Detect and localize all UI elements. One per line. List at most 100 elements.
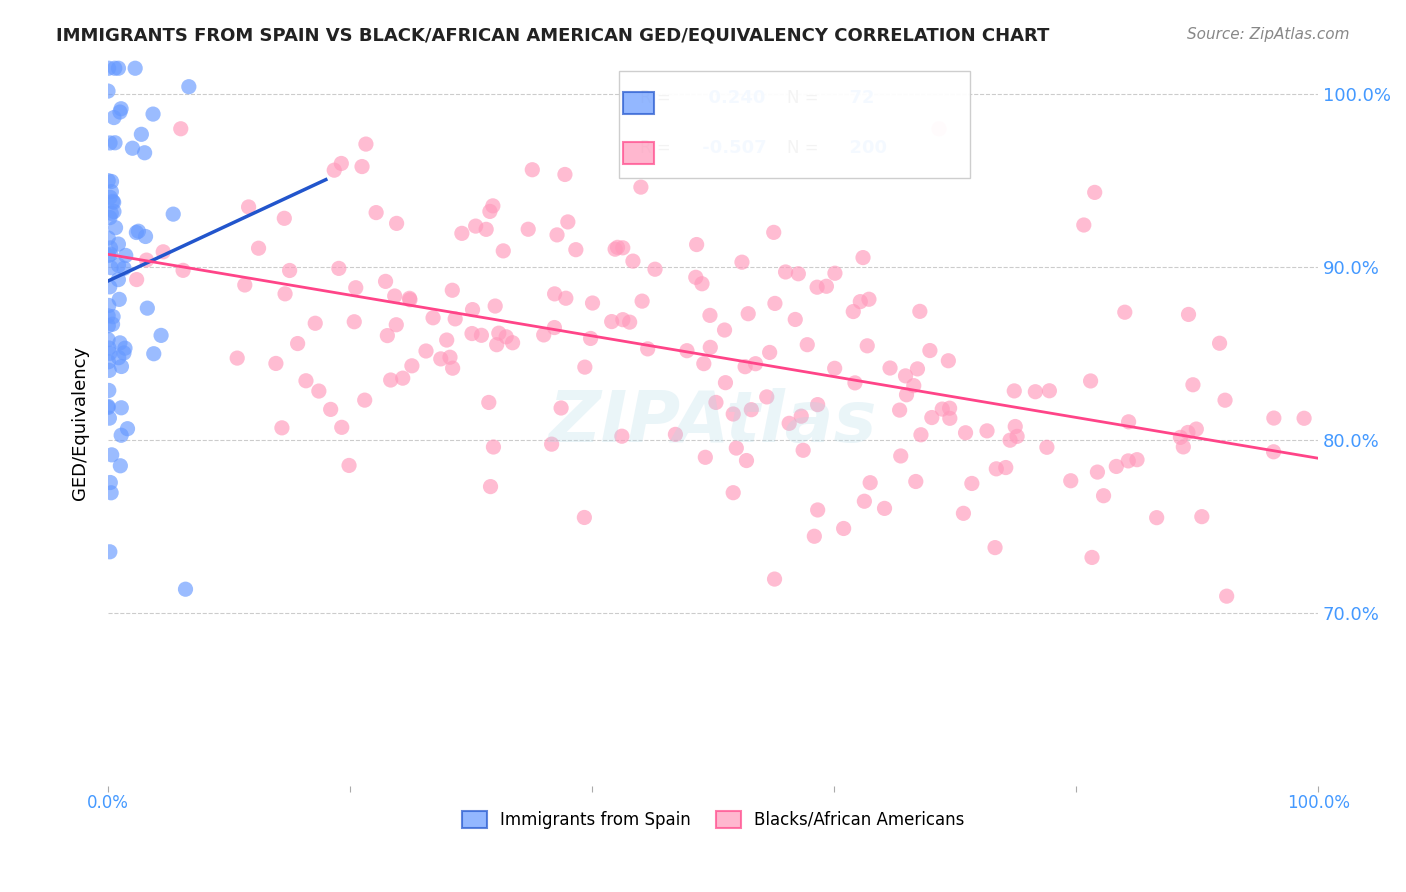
Point: [735, 453, 758, 467]
Point: [763, 572, 786, 586]
Point: [478, 395, 501, 409]
Point: [330, 420, 353, 434]
Point: [344, 281, 367, 295]
Point: [664, 427, 686, 442]
Point: [744, 357, 766, 371]
Point: [955, 425, 977, 440]
Point: [787, 267, 810, 281]
Point: [328, 261, 350, 276]
Point: [98, 545, 121, 559]
Point: [97, 399, 120, 413]
Text: R =: R =: [640, 139, 671, 157]
Text: N =: N =: [787, 139, 818, 157]
Point: [274, 286, 297, 301]
Point: [97, 174, 120, 188]
Point: [858, 292, 880, 306]
Point: [142, 107, 165, 121]
Point: [97, 298, 120, 312]
Text: IMMIGRANTS FROM SPAIN VS BLACK/AFRICAN AMERICAN GED/EQUIVALENCY CORRELATION CHAR: IMMIGRANTS FROM SPAIN VS BLACK/AFRICAN A…: [56, 27, 1050, 45]
Point: [100, 260, 122, 275]
Point: [778, 417, 800, 431]
Point: [354, 137, 377, 152]
Point: [177, 79, 200, 94]
Point: [1002, 384, 1025, 398]
Point: [600, 315, 623, 329]
Text: 0.240: 0.240: [696, 89, 765, 107]
Point: [824, 361, 846, 376]
Point: [1080, 374, 1102, 388]
Point: [1263, 444, 1285, 458]
Point: [1126, 452, 1149, 467]
Point: [579, 331, 602, 345]
Point: [399, 293, 422, 307]
Point: [495, 330, 517, 344]
Point: [792, 443, 814, 458]
Point: [938, 401, 960, 416]
Point: [174, 582, 197, 597]
Point: [108, 105, 131, 120]
Point: [278, 263, 301, 277]
Point: [852, 251, 875, 265]
Point: [100, 241, 122, 255]
Text: 72: 72: [837, 89, 875, 107]
Point: [482, 199, 505, 213]
Point: [775, 265, 797, 279]
Point: [374, 274, 396, 288]
Point: [271, 421, 294, 435]
Point: [319, 402, 342, 417]
Point: [478, 204, 501, 219]
Point: [247, 241, 270, 255]
Point: [762, 225, 785, 239]
Point: [135, 253, 157, 268]
Point: [550, 401, 572, 415]
Point: [1084, 186, 1107, 200]
Text: 200: 200: [837, 139, 887, 157]
Point: [97, 341, 120, 355]
Point: [1005, 429, 1028, 443]
Point: [796, 337, 818, 351]
Point: [464, 219, 486, 233]
Point: [103, 111, 125, 125]
Point: [308, 384, 330, 398]
Point: [517, 222, 540, 236]
Point: [97, 318, 120, 333]
Point: [125, 272, 148, 286]
Point: [939, 411, 962, 425]
Point: [1146, 510, 1168, 524]
Point: [343, 315, 366, 329]
Point: [107, 237, 129, 252]
Point: [377, 328, 399, 343]
Point: [1004, 419, 1026, 434]
Point: [475, 222, 498, 236]
Point: [100, 448, 122, 462]
Point: [695, 450, 717, 465]
Point: [931, 402, 953, 417]
Point: [101, 317, 124, 331]
Point: [98, 346, 121, 360]
Point: [894, 368, 917, 383]
Point: [1073, 218, 1095, 232]
Point: [603, 242, 626, 256]
Point: [693, 357, 716, 371]
Point: [907, 362, 929, 376]
Point: [543, 286, 565, 301]
Point: [479, 480, 502, 494]
Point: [98, 475, 121, 490]
Text: N =: N =: [787, 89, 818, 107]
Point: [135, 229, 157, 244]
Point: [441, 361, 464, 376]
Point: [150, 328, 173, 343]
Point: [960, 476, 983, 491]
Text: ZIPAtlas: ZIPAtlas: [548, 388, 877, 458]
Point: [921, 410, 943, 425]
Point: [755, 390, 778, 404]
Point: [100, 485, 122, 500]
Point: [108, 293, 131, 307]
Point: [1024, 384, 1046, 399]
Point: [896, 388, 918, 402]
Point: [807, 398, 830, 412]
Point: [484, 299, 506, 313]
Point: [631, 294, 654, 309]
Point: [121, 141, 143, 155]
Point: [385, 216, 408, 230]
